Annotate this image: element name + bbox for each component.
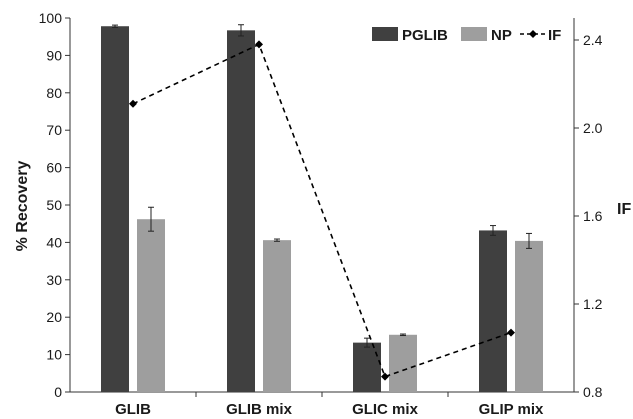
- y-tick-label: 50: [46, 197, 62, 213]
- y2-tick-label: 2.4: [583, 32, 603, 48]
- bar-np: [137, 219, 165, 392]
- y-tick-label: 10: [46, 347, 62, 363]
- y-tick-label: 80: [46, 85, 62, 101]
- legend-marker-if: [529, 30, 537, 38]
- legend-swatch-pglib: [372, 27, 398, 41]
- x-tick-label: GLIB mix: [226, 401, 293, 418]
- if-point: [129, 99, 137, 108]
- y2-tick-label: 1.2: [583, 296, 603, 312]
- y-axis-title: % Recovery: [14, 161, 31, 252]
- bar-pglib: [353, 342, 381, 392]
- y-tick-label: 100: [39, 10, 63, 26]
- if-point: [255, 40, 263, 49]
- if-point: [381, 372, 389, 381]
- y2-tick-label: 0.8: [583, 384, 603, 400]
- y-tick-label: 20: [46, 309, 62, 325]
- x-tick-label: GLIC mix: [352, 401, 419, 418]
- bar-pglib: [101, 26, 129, 393]
- legend-swatch-np: [461, 27, 487, 41]
- legend-label-pglib: PGLIB: [402, 27, 448, 44]
- legend-label-if: IF: [548, 27, 561, 44]
- y2-tick-label: 2.0: [583, 120, 603, 136]
- bar-pglib: [479, 230, 507, 392]
- x-tick-label: GLIB: [115, 401, 151, 418]
- x-tick-label: GLIP mix: [479, 401, 544, 418]
- if-point: [507, 328, 515, 337]
- axes: 0 10 20 30 40 50 60 70 80 90 100 0.8 1.2 1.6 2.0 2.4 GLI…: [39, 10, 603, 418]
- y-tick-label: 40: [46, 234, 62, 250]
- if-series: [129, 40, 515, 381]
- y-tick-label: 0: [54, 384, 62, 400]
- y-tick-label: 70: [46, 122, 62, 138]
- y2-axis-title: IF: [617, 201, 631, 218]
- y-tick-label: 30: [46, 272, 62, 288]
- legend: PGLIB NP IF: [372, 27, 561, 44]
- y-tick-label: 60: [46, 160, 62, 176]
- legend-label-np: NP: [491, 27, 512, 44]
- bar-np: [263, 240, 291, 392]
- bar-np: [515, 240, 543, 392]
- y-tick-label: 90: [46, 47, 62, 63]
- bars: [101, 24, 543, 393]
- bar-pglib: [227, 30, 255, 392]
- if-line: [132, 43, 512, 378]
- bar-np: [389, 334, 417, 392]
- y2-tick-label: 1.6: [583, 208, 603, 224]
